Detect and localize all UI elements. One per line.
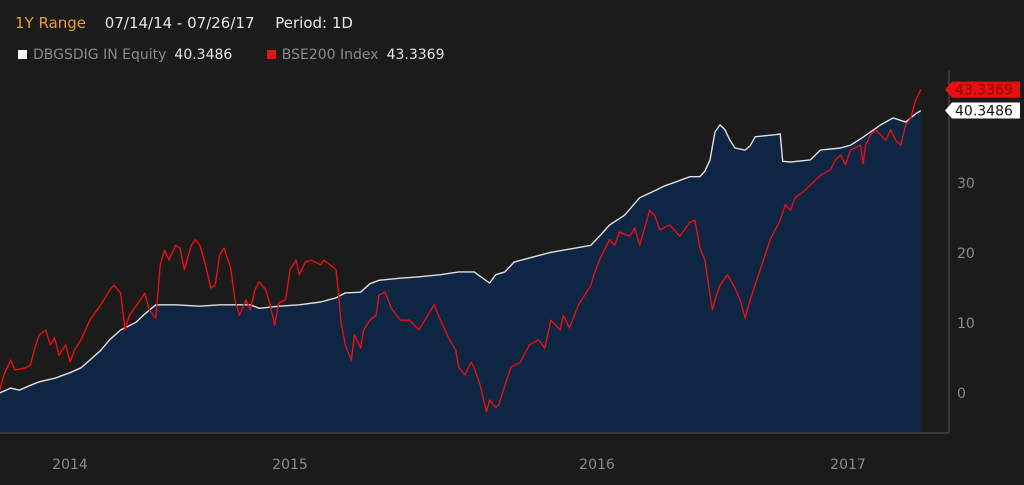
series-line-dbgsdig[interactable] — [0, 110, 922, 394]
range-selector[interactable]: 1Y Range — [15, 14, 87, 32]
y-tick-label: 30 — [957, 176, 975, 192]
legend: DBGSDIG IN Equity 40.3486 BSE200 Index 43.… — [18, 47, 474, 63]
x-tick-label: 2015 — [272, 457, 308, 473]
legend-value-bse200: 43.3369 — [386, 47, 445, 63]
last-value-tag-bse200: 43.3369 — [945, 81, 1020, 99]
y-tick-label: 0 — [957, 386, 966, 402]
x-tick-label: 2017 — [830, 457, 866, 473]
x-tick-label: 2016 — [579, 457, 615, 473]
tag-background — [945, 102, 1020, 119]
legend-swatch-bse200 — [266, 50, 276, 59]
legend-name-bse200[interactable]: BSE200 Index — [281, 47, 379, 63]
last-value-tag-dbgsdig: 40.3486 — [945, 102, 1020, 120]
series-line-bse200[interactable] — [0, 89, 922, 413]
tag-background — [945, 81, 1020, 98]
y-tick-label: 10 — [957, 316, 975, 332]
legend-value-dbgsdig: 40.3486 — [174, 47, 233, 63]
date-range[interactable]: 07/14/14 - 07/26/17 — [104, 14, 255, 32]
y-tick-label: 20 — [957, 246, 975, 262]
tag-value: 43.3369 — [955, 83, 1013, 99]
legend-name-dbgsdig[interactable]: DBGSDIG IN Equity — [33, 47, 167, 63]
legend-swatch-dbgsdig — [18, 50, 27, 59]
tag-value: 40.3486 — [955, 104, 1013, 120]
period-selector[interactable]: Period: 1D — [275, 14, 353, 32]
chart-header: 1Y Range 07/14/14 - 07/26/17 Period: 1D — [15, 14, 353, 32]
area-fill-dbgsdig — [0, 110, 921, 433]
x-tick-label: 2014 — [52, 457, 88, 473]
